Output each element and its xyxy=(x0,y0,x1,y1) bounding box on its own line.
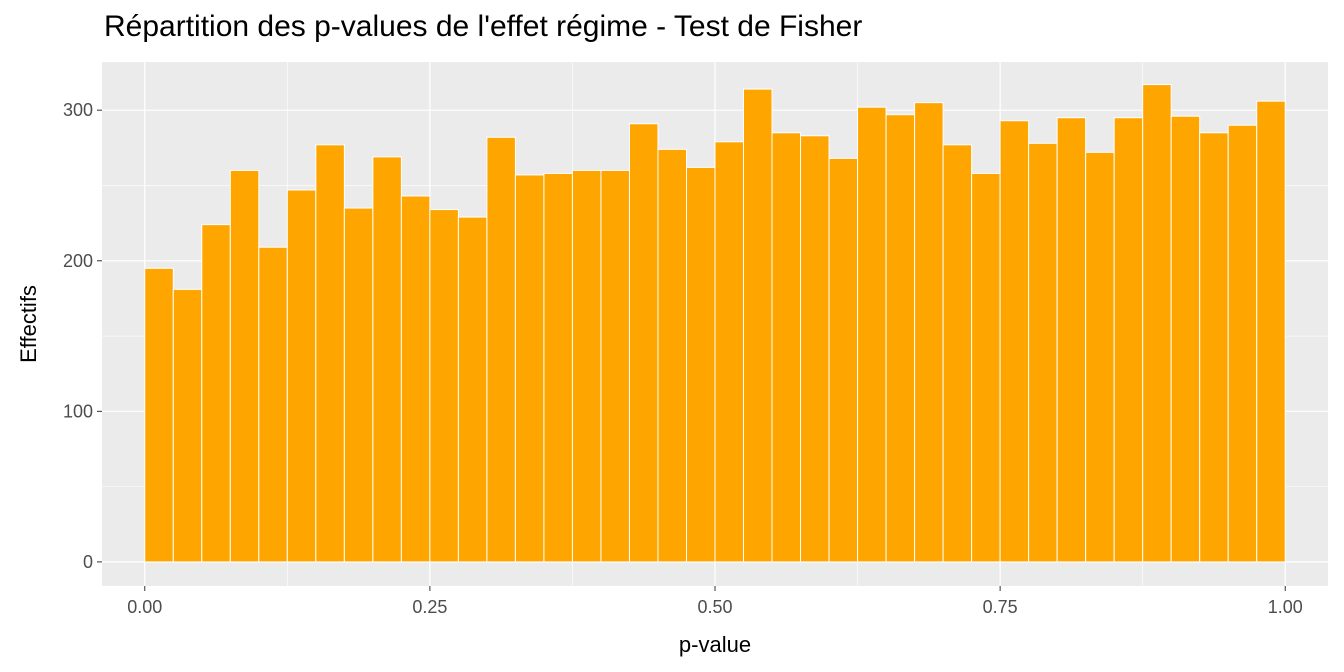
histogram-bar xyxy=(229,169,260,563)
histogram-bar xyxy=(628,123,659,563)
histogram-bar xyxy=(486,136,516,563)
x-tick-label: 1.00 xyxy=(1268,597,1303,617)
histogram-bar xyxy=(514,174,545,563)
y-tick-label: 200 xyxy=(63,251,93,271)
histogram-bar xyxy=(201,224,231,563)
histogram-bar xyxy=(258,246,288,563)
y-tick-label: 300 xyxy=(63,100,93,120)
histogram-bar xyxy=(571,169,602,563)
histogram-bar xyxy=(800,135,830,563)
histogram-bar xyxy=(914,102,944,563)
histogram-bar xyxy=(999,120,1030,563)
histogram-bar xyxy=(343,207,374,563)
histogram-bar xyxy=(315,144,345,563)
histogram-bar xyxy=(286,189,317,563)
histogram-bar xyxy=(172,288,203,563)
histogram-bar xyxy=(1142,84,1172,563)
histogram-bar xyxy=(372,156,402,563)
histogram-bar xyxy=(685,166,716,563)
histogram-bar xyxy=(543,172,573,563)
x-tick-label: 0.75 xyxy=(983,597,1018,617)
histogram-bars xyxy=(144,84,1286,563)
histogram-bar xyxy=(942,144,973,563)
x-tick-label: 0.25 xyxy=(412,597,447,617)
histogram-bar xyxy=(1227,124,1258,563)
y-tick-label: 0 xyxy=(83,552,93,572)
histogram-bar xyxy=(1256,100,1286,563)
histogram-bar xyxy=(457,216,488,563)
histogram-bar xyxy=(1113,117,1144,563)
x-axis-title: p-value xyxy=(679,632,751,657)
x-tick-label: 0.50 xyxy=(697,597,732,617)
histogram-bar xyxy=(971,172,1001,563)
histogram-bar xyxy=(429,209,459,563)
x-tick-label: 0.00 xyxy=(127,597,162,617)
chart-title: Répartition des p-values de l'effet régi… xyxy=(104,10,863,43)
histogram-bar xyxy=(600,169,630,563)
histogram-bar xyxy=(1056,117,1087,563)
histogram-bar xyxy=(144,267,174,563)
histogram-bar xyxy=(857,106,887,563)
y-axis-ticks: 0 100 200 300 xyxy=(63,100,102,572)
histogram-bar xyxy=(1085,151,1115,563)
x-axis-ticks: 0.00 0.25 0.50 0.75 1.00 xyxy=(127,586,1303,617)
histogram-bar xyxy=(1028,142,1058,563)
histogram-bar xyxy=(1170,115,1201,563)
y-axis-title: Effectifs xyxy=(16,285,41,363)
histogram-bar xyxy=(828,157,859,563)
y-tick-label: 100 xyxy=(63,401,93,421)
histogram-bar xyxy=(771,132,802,563)
histogram-bar xyxy=(743,88,773,563)
histogram-bar xyxy=(714,141,745,563)
histogram-bar xyxy=(1199,132,1229,563)
histogram-bar xyxy=(885,114,916,563)
histogram-bar xyxy=(400,195,431,563)
histogram-bar xyxy=(657,148,687,563)
